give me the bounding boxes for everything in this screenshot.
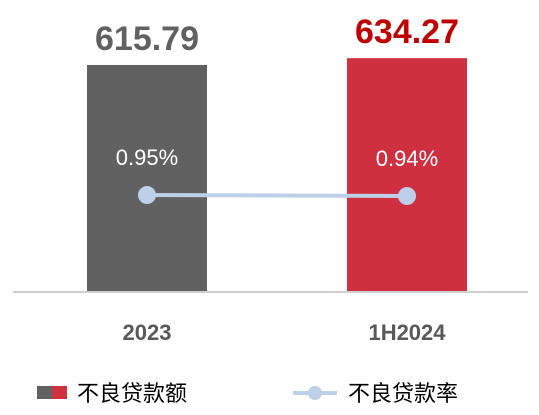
line-value-label: 0.95% — [116, 145, 178, 170]
legend-swatch — [52, 386, 67, 399]
bar-value-label: 615.79 — [95, 20, 199, 58]
bar — [347, 58, 467, 292]
legend-swatch — [308, 386, 322, 400]
x-tick-label: 1H2024 — [368, 320, 446, 345]
line-marker — [398, 187, 416, 206]
bar — [87, 64, 207, 293]
line-marker — [138, 186, 156, 205]
line-value-label: 0.94% — [376, 146, 438, 171]
bar-value-label: 634.27 — [355, 13, 459, 51]
legend-label: 不良贷款率 — [348, 381, 458, 406]
line — [146, 193, 408, 199]
x-tick-label: 2023 — [123, 320, 172, 345]
legend-swatch — [37, 386, 52, 399]
legend-label: 不良贷款额 — [77, 381, 187, 406]
